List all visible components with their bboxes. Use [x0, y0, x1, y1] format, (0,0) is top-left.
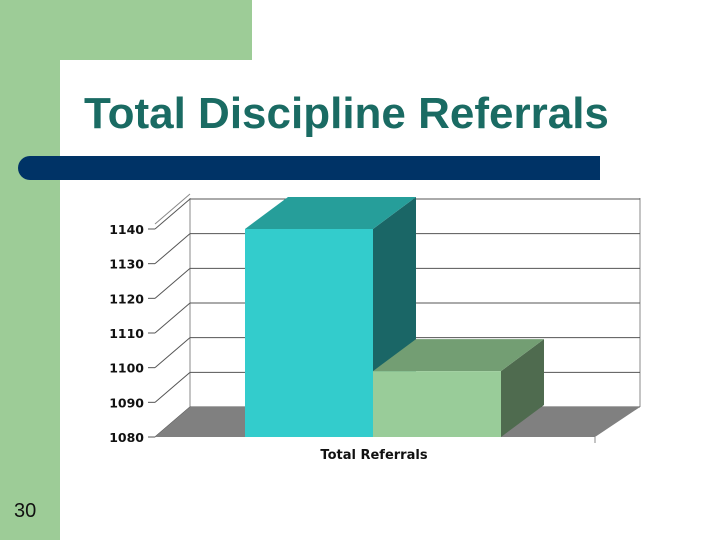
chart-y-axis: 1080 1090 1100 1110 1120 1130 1140 — [109, 222, 155, 445]
left-wall-top-edge — [154, 193, 191, 225]
bar-top-face — [245, 197, 416, 229]
y-tick-label: 1140 — [109, 222, 144, 237]
gridline-side — [154, 233, 191, 265]
y-tick-label: 1100 — [109, 361, 144, 376]
y-tick-label: 1110 — [109, 326, 144, 341]
gridline-side — [154, 198, 191, 230]
gridline-side — [154, 267, 191, 299]
bar-front-face — [245, 229, 373, 437]
chart-x-axis: Total Referrals — [320, 448, 427, 463]
y-tick-label: 1090 — [109, 395, 144, 410]
top-color-band — [0, 0, 252, 60]
gridline-side — [154, 371, 191, 403]
x-category-label: Total Referrals — [320, 448, 427, 463]
bar-series-2 — [373, 339, 544, 437]
slide-number: 30 — [14, 500, 37, 522]
gridline-side — [154, 302, 191, 334]
y-tick-label: 1080 — [109, 430, 144, 445]
bar-front-face — [373, 371, 501, 437]
title-underline-bar — [18, 156, 600, 180]
slide-title: Total Discipline Referrals — [84, 89, 609, 138]
referrals-3d-bar-chart: 1080 1090 1100 1110 1120 1130 1140 Total Refer… — [109, 193, 641, 463]
left-color-band — [0, 0, 60, 540]
chart-bars — [245, 197, 544, 437]
y-tick-label: 1120 — [109, 291, 144, 306]
y-tick-label: 1130 — [109, 257, 144, 272]
gridline-side — [154, 337, 191, 369]
bar-side-face — [501, 339, 544, 437]
bar-top-face — [373, 339, 544, 372]
